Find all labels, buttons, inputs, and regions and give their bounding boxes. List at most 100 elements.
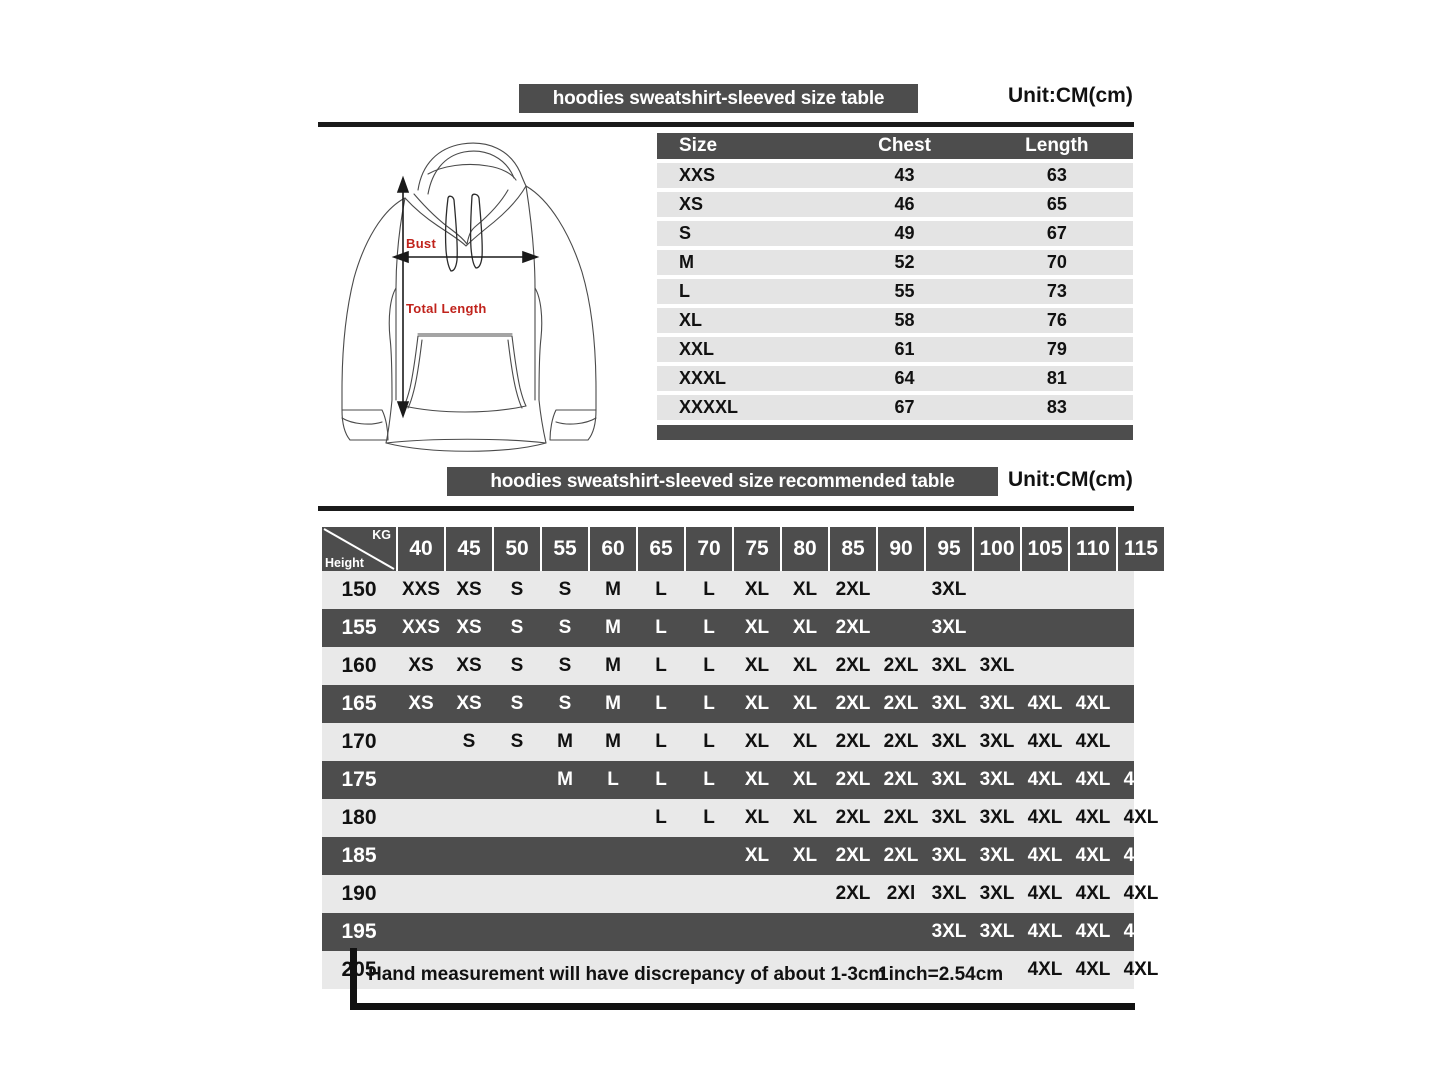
size-cell: 3XL	[931, 579, 967, 600]
size-cell: 3XL	[979, 883, 1015, 904]
size-cell: 2XL	[883, 769, 919, 790]
size-cell: 3XL	[931, 693, 967, 714]
size-cell: 2XL	[835, 617, 871, 638]
footer-discrepancy-note: Hand measurement will have discrepancy o…	[368, 964, 886, 985]
size-cell: L	[703, 693, 715, 714]
cell-chest: 55	[894, 281, 915, 301]
size-cell: 2XL	[835, 579, 871, 600]
size-cell: L	[607, 769, 619, 790]
size-cell: 3XL	[979, 769, 1015, 790]
size-cell: S	[510, 655, 524, 676]
size-cell: 2XL	[883, 731, 919, 752]
size-cell: XXS	[401, 617, 441, 638]
size-cell: 4XL	[1027, 731, 1063, 752]
size-cell: 2XL	[835, 807, 871, 828]
size-cell: 4XL	[1027, 959, 1063, 980]
size-cell: M	[557, 769, 573, 790]
footer-left-bar	[350, 948, 357, 1006]
table-row: S 49 67	[657, 221, 1133, 246]
size-cell: L	[655, 579, 667, 600]
size-cell: 4XL	[1027, 845, 1063, 866]
size-cell: XL	[744, 617, 770, 638]
table-row: XS 46 65	[657, 192, 1133, 217]
weight-header-90: 90	[878, 527, 924, 571]
cell-size: L	[679, 281, 690, 301]
recommended-size-table: KG Height 40 45 50 55 60 65 70 75 80 85 90 95 100 105…	[322, 527, 1164, 989]
size-cell: XL	[792, 617, 818, 638]
table-row: 185 XL XL 2XL 2XL 3XL 3XL 4XL 4XL 4XL	[322, 837, 1158, 875]
table-row: 195 3XL 3XL 4XL 4XL 4XL	[322, 913, 1158, 951]
size-cell: 3XL	[931, 845, 967, 866]
cell-size: XXXXL	[679, 397, 739, 417]
size-cell: M	[605, 655, 621, 676]
cell-size: S	[679, 223, 692, 243]
size-cell: 3XL	[979, 655, 1015, 676]
height-header-190: 190	[341, 882, 377, 905]
total-length-measure-label: Total Length	[406, 301, 487, 316]
cell-chest: 67	[894, 397, 915, 417]
cell-length: 65	[1046, 194, 1067, 214]
size-cell: 4XL	[1123, 959, 1159, 980]
table-row: XL 58 76	[657, 308, 1133, 333]
size-cell: L	[655, 693, 667, 714]
hoodie-illustration: Bust Total Length	[330, 138, 640, 463]
size-cell: XL	[744, 845, 770, 866]
table-row: 160 XS XS S S M L L XL XL 2XL 2XL 3XL 3XL	[322, 647, 1134, 685]
size-cell: S	[558, 579, 572, 600]
size-cell: L	[655, 731, 667, 752]
cell-length: 63	[1046, 165, 1067, 185]
height-header-180: 180	[341, 806, 377, 829]
size-cell: 4XL	[1075, 959, 1111, 980]
hoodie-diagram-svg	[341, 142, 597, 452]
weight-header-110: 110	[1070, 527, 1116, 571]
size-cell: 2XL	[835, 655, 871, 676]
weight-header-65: 65	[638, 527, 684, 571]
recommended-table-body: 150 XXS XS S S M L L XL XL 2XL 3XL 155 XXS XS S S M L L XL XL…	[322, 571, 1158, 989]
axis-corner-cell: KG Height	[322, 527, 396, 571]
section1-divider	[318, 122, 1134, 127]
size-table-body: XXS 43 63 XS 46 65 S 49 67 M 52 70 L 55 73 XL 58 76 XXL 61 7…	[657, 163, 1133, 420]
table-row: 205 4XL 4XL 4XL	[322, 951, 1158, 989]
size-table: Size Chest Length XXS 43 63 XS 46 65 S 49 67 M 52 7…	[657, 133, 1133, 440]
bust-measure-label: Bust	[406, 236, 437, 251]
size-cell: L	[703, 807, 715, 828]
size-cell: 4XL	[1075, 693, 1111, 714]
size-cell: 4XL	[1027, 769, 1063, 790]
weight-header-40: 40	[398, 527, 444, 571]
size-cell: M	[605, 579, 621, 600]
size-cell: XL	[792, 693, 818, 714]
height-header-165: 165	[341, 692, 377, 715]
size-cell: M	[605, 693, 621, 714]
cell-size: XS	[679, 194, 704, 214]
size-cell: 4XL	[1075, 921, 1111, 942]
size-cell: 3XL	[931, 883, 967, 904]
cell-chest: 46	[894, 194, 915, 214]
height-header-195: 195	[341, 920, 377, 943]
size-cell: XL	[744, 769, 770, 790]
size-cell: 4XL	[1075, 807, 1111, 828]
size-cell: 4XL	[1123, 845, 1159, 866]
size-cell: S	[510, 693, 524, 714]
cell-size: XXS	[679, 165, 716, 185]
size-cell: L	[703, 579, 715, 600]
table-row: 155 XXS XS S S M L L XL XL 2XL 3XL	[322, 609, 1134, 647]
size-cell: 2XL	[883, 693, 919, 714]
footer-bottom-bar	[350, 1003, 1135, 1010]
size-cell: 4XL	[1123, 769, 1159, 790]
size-cell: 2XL	[883, 845, 919, 866]
table-row: L 55 73	[657, 279, 1133, 304]
size-cell: 4XL	[1027, 807, 1063, 828]
size-cell: 4XL	[1123, 921, 1159, 942]
size-cell: 3XL	[931, 655, 967, 676]
size-cell: 4XL	[1027, 693, 1063, 714]
size-cell: 3XL	[979, 845, 1015, 866]
weight-header-50: 50	[494, 527, 540, 571]
size-cell: XL	[792, 807, 818, 828]
recommended-table-header-row: KG Height 40 45 50 55 60 65 70 75 80 85 90 95 100 105…	[322, 527, 1164, 571]
axis-label-kg: KG	[372, 528, 391, 542]
size-cell: 3XL	[979, 731, 1015, 752]
size-cell: 4XL	[1123, 807, 1159, 828]
size-cell: XL	[792, 655, 818, 676]
size-cell: 3XL	[931, 617, 967, 638]
